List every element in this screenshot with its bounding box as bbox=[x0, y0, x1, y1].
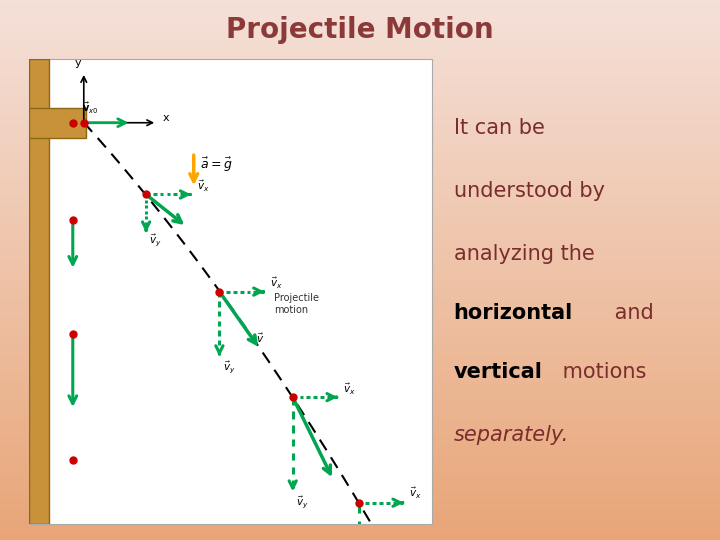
Text: $\vec{v}_x$: $\vec{v}_x$ bbox=[343, 381, 356, 397]
Text: $\vec{a} = \vec{g}$: $\vec{a} = \vec{g}$ bbox=[200, 156, 233, 174]
Text: $\vec{v}_y$: $\vec{v}_y$ bbox=[223, 359, 235, 375]
Text: Projectile
motion: Projectile motion bbox=[274, 293, 320, 315]
Text: $\vec{v}_x$: $\vec{v}_x$ bbox=[409, 486, 422, 502]
Text: understood by: understood by bbox=[454, 181, 605, 201]
Bar bbox=[29, 108, 86, 138]
Text: $\vec{v}_y$: $\vec{v}_y$ bbox=[149, 232, 162, 248]
Text: vertical: vertical bbox=[454, 362, 542, 382]
Text: $\vec{v}_y$: $\vec{v}_y$ bbox=[296, 494, 308, 510]
Text: x: x bbox=[163, 113, 169, 123]
Text: y: y bbox=[75, 58, 81, 68]
Bar bbox=[29, 59, 49, 524]
Text: horizontal: horizontal bbox=[454, 303, 573, 323]
Text: analyzing the: analyzing the bbox=[454, 244, 594, 264]
Text: $\vec{v}$: $\vec{v}$ bbox=[256, 332, 265, 345]
Text: motions: motions bbox=[557, 362, 647, 382]
Text: $\mathbf{\vec{v}}_{x0}$: $\mathbf{\vec{v}}_{x0}$ bbox=[82, 101, 99, 116]
Text: It can be: It can be bbox=[454, 118, 544, 138]
Text: $\vec{v}_x$: $\vec{v}_x$ bbox=[270, 276, 282, 291]
Bar bbox=[29, 59, 432, 524]
Text: Projectile Motion: Projectile Motion bbox=[226, 16, 494, 44]
Text: and: and bbox=[608, 303, 653, 323]
Text: $\vec{v}_x$: $\vec{v}_x$ bbox=[197, 179, 210, 194]
Text: separately.: separately. bbox=[454, 425, 569, 445]
